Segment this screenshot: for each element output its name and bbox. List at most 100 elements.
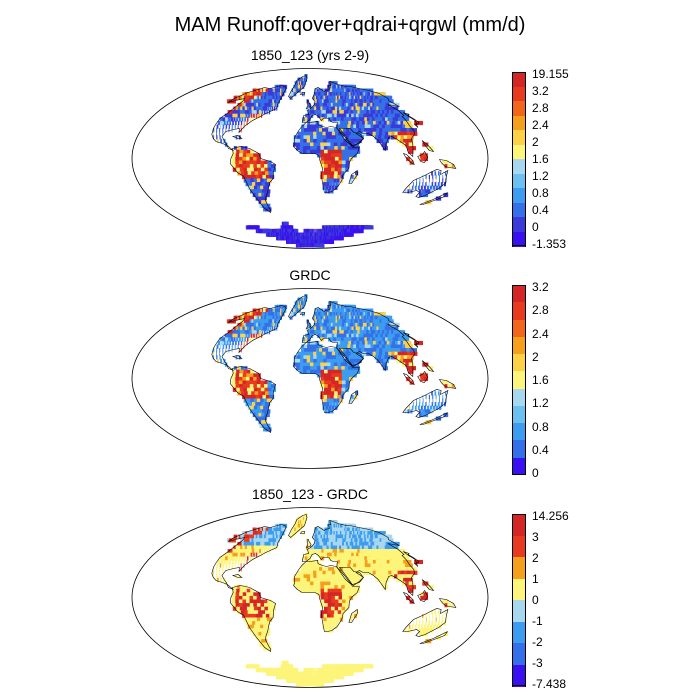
grid-cell bbox=[315, 102, 319, 108]
coastline-philippines bbox=[421, 579, 435, 592]
grid-cell bbox=[231, 599, 237, 604]
grid-cell bbox=[310, 366, 315, 371]
grid-cell bbox=[264, 110, 266, 115]
grid-cell bbox=[306, 142, 311, 147]
grid-cell bbox=[338, 167, 342, 172]
grid-cell bbox=[288, 225, 294, 230]
grid-cell bbox=[418, 628, 422, 633]
grid-cell bbox=[324, 156, 329, 162]
grid-cell bbox=[313, 315, 316, 320]
colorbar-tick-label: 0.4 bbox=[532, 203, 549, 217]
grid-cell bbox=[236, 337, 239, 342]
grid-cell bbox=[337, 120, 343, 126]
colorbar-tick-label: -1 bbox=[532, 614, 543, 628]
grid-cell bbox=[241, 117, 244, 122]
grid-cell bbox=[244, 337, 246, 342]
grid-cell bbox=[321, 664, 324, 669]
grid-cell bbox=[313, 232, 315, 237]
grid-cell bbox=[342, 599, 346, 604]
grid-cell bbox=[334, 606, 339, 611]
grid-cell bbox=[247, 333, 250, 338]
grid-cell bbox=[265, 427, 272, 432]
grid-cell bbox=[375, 131, 382, 136]
coastline-newGuinea bbox=[438, 159, 457, 169]
grid-cell bbox=[268, 110, 271, 115]
grid-cell bbox=[319, 348, 324, 353]
grid-cell bbox=[313, 322, 317, 328]
grid-cell bbox=[314, 110, 318, 115]
grid-cell bbox=[274, 315, 278, 320]
grid-cell bbox=[327, 146, 332, 151]
grid-cell bbox=[262, 545, 265, 550]
grid-cell bbox=[356, 358, 362, 364]
grid-cell bbox=[227, 110, 232, 115]
grid-cell bbox=[318, 106, 322, 111]
grid-cell bbox=[358, 574, 364, 579]
grid-cell bbox=[258, 182, 264, 187]
grid-cell bbox=[235, 333, 238, 338]
grid-cell bbox=[235, 595, 240, 601]
grid-cell bbox=[293, 88, 296, 93]
grid-cell bbox=[403, 138, 410, 144]
grid-cell bbox=[246, 340, 248, 346]
grid-cell bbox=[315, 340, 320, 346]
grid-cell bbox=[439, 613, 440, 619]
grid-cell bbox=[225, 556, 228, 561]
grid-cell bbox=[247, 110, 250, 115]
grid-cell bbox=[240, 113, 243, 118]
grid-cell bbox=[235, 164, 241, 169]
grid-cell bbox=[314, 534, 318, 539]
grid-cell bbox=[334, 366, 339, 371]
grid-cell bbox=[264, 102, 268, 108]
grid-cell bbox=[324, 373, 329, 378]
grid-cell bbox=[232, 113, 236, 118]
grid-cell bbox=[260, 322, 264, 328]
grid-cell bbox=[323, 330, 328, 335]
grid-cell bbox=[356, 344, 362, 349]
grid-cell bbox=[322, 402, 327, 407]
grid-cell bbox=[323, 613, 328, 619]
grid-cell bbox=[231, 160, 237, 165]
grid-cell bbox=[306, 358, 311, 364]
grid-cell bbox=[352, 369, 357, 374]
grid-cell bbox=[317, 228, 320, 234]
grid-cell bbox=[327, 376, 332, 382]
grid-cell bbox=[337, 610, 342, 615]
grid-cell bbox=[249, 164, 255, 169]
colorbar-tick-label: 2.8 bbox=[532, 101, 549, 115]
grid-cell bbox=[345, 384, 350, 389]
grid-cell bbox=[250, 167, 256, 172]
colorbar-swatch bbox=[512, 336, 526, 355]
panel-1-map bbox=[131, 68, 489, 249]
grid-cell bbox=[319, 333, 324, 338]
grid-cell bbox=[274, 322, 277, 328]
colorbar-tick-label: 3 bbox=[532, 530, 539, 544]
grid-cell bbox=[307, 556, 311, 561]
grid-cell bbox=[252, 117, 254, 122]
grid-cell bbox=[341, 167, 346, 172]
grid-cell bbox=[404, 628, 407, 633]
grid-cell bbox=[347, 581, 353, 586]
grid-cell bbox=[238, 599, 244, 604]
grid-cell bbox=[260, 326, 263, 331]
grid-cell bbox=[336, 577, 342, 583]
grid-cell bbox=[322, 552, 327, 557]
grid-cell bbox=[242, 552, 246, 557]
grid-cell bbox=[307, 124, 311, 129]
grid-cell bbox=[317, 322, 321, 328]
grid-cell bbox=[407, 409, 410, 414]
grid-cell bbox=[326, 355, 331, 360]
grid-cell bbox=[293, 574, 298, 579]
grid-cell bbox=[344, 146, 350, 151]
grid-cell bbox=[416, 621, 417, 626]
map-boundary bbox=[131, 507, 489, 688]
grid-cell bbox=[242, 613, 248, 619]
grid-cell bbox=[309, 232, 311, 237]
grid-cell bbox=[263, 178, 269, 183]
grid-cell bbox=[376, 358, 382, 364]
grid-cell bbox=[308, 541, 311, 547]
grid-cell bbox=[334, 185, 338, 190]
grid-cell bbox=[345, 149, 350, 154]
grid-cell bbox=[237, 545, 243, 550]
grid-cell bbox=[420, 185, 423, 190]
